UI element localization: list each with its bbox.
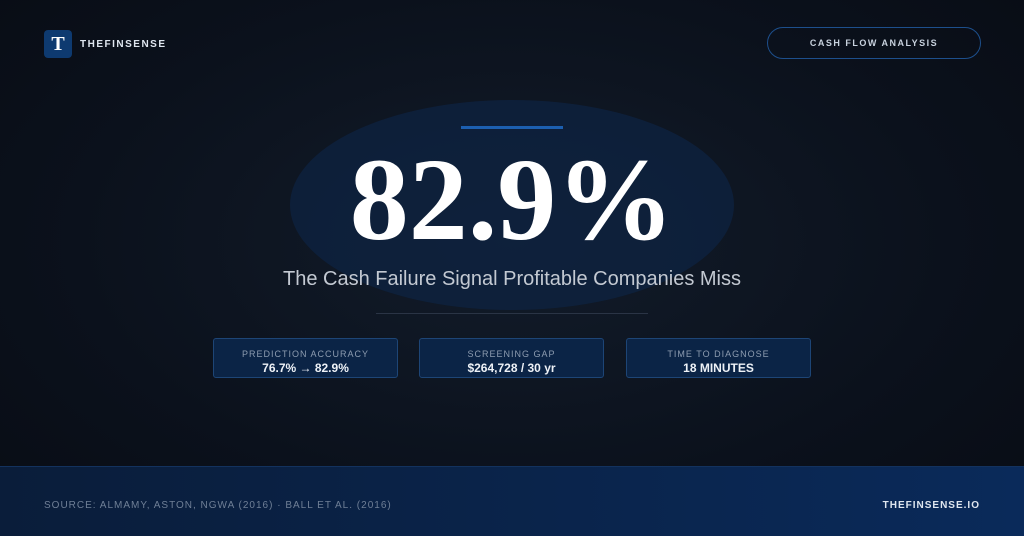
metric-card: SCREENING GAP $264,728 / 30 yr xyxy=(419,338,604,378)
metric-label: SCREENING GAP xyxy=(467,349,556,359)
logo: T xyxy=(44,30,72,58)
metric-card: TIME TO DIAGNOSE 18 MINUTES xyxy=(626,338,811,378)
metric-value: 18 MINUTES xyxy=(683,361,754,375)
divider xyxy=(376,313,648,314)
accent-line xyxy=(461,126,563,129)
metric-value: $264,728 / 30 yr xyxy=(467,361,556,375)
hero-subtitle: The Cash Failure Signal Profitable Compa… xyxy=(283,268,741,290)
badge: CASH FLOW ANALYSIS xyxy=(767,27,981,59)
source: SOURCE: ALMAMY, ASTON, NGWA (2016) · BAL… xyxy=(44,500,392,511)
metric-card: PREDICTION ACCURACY 76.7% → 82.9% xyxy=(213,338,398,378)
footer: SOURCE: ALMAMY, ASTON, NGWA (2016) · BAL… xyxy=(0,466,1024,536)
site: THEFINSENSE.IO xyxy=(882,500,980,511)
glow xyxy=(290,100,734,310)
metric-label: PREDICTION ACCURACY xyxy=(241,349,369,359)
metric-label: TIME TO DIAGNOSE xyxy=(667,349,770,359)
brand-name: THEFINSENSE xyxy=(80,39,167,50)
metric-value: 76.7% → 82.9% xyxy=(262,361,349,375)
hero-stat: 82.9% xyxy=(349,134,675,265)
